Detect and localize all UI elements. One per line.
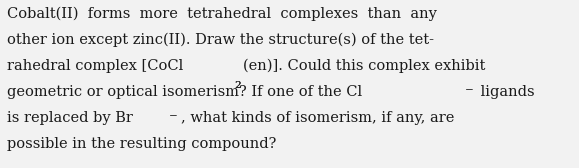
Text: geometric or optical isomerism? If one of the Cl: geometric or optical isomerism? If one o… bbox=[7, 85, 362, 99]
Text: rahedral complex [CoCl: rahedral complex [CoCl bbox=[7, 59, 183, 73]
Text: , what kinds of isomerism, if any, are: , what kinds of isomerism, if any, are bbox=[181, 111, 454, 125]
Text: −: − bbox=[465, 86, 474, 95]
Text: ligands: ligands bbox=[477, 85, 535, 99]
Text: (en)]. Could this complex exhibit: (en)]. Could this complex exhibit bbox=[243, 59, 485, 73]
Text: Cobalt(II)  forms  more  tetrahedral  complexes  than  any: Cobalt(II) forms more tetrahedral comple… bbox=[7, 7, 437, 21]
Text: 2: 2 bbox=[234, 81, 241, 90]
Text: possible in the resulting compound?: possible in the resulting compound? bbox=[7, 137, 276, 151]
Text: other ion except zinc(II). Draw the structure(s) of the tet-: other ion except zinc(II). Draw the stru… bbox=[7, 33, 434, 47]
Text: is replaced by Br: is replaced by Br bbox=[7, 111, 133, 125]
Text: 2: 2 bbox=[234, 81, 241, 90]
Text: −: − bbox=[170, 112, 178, 121]
